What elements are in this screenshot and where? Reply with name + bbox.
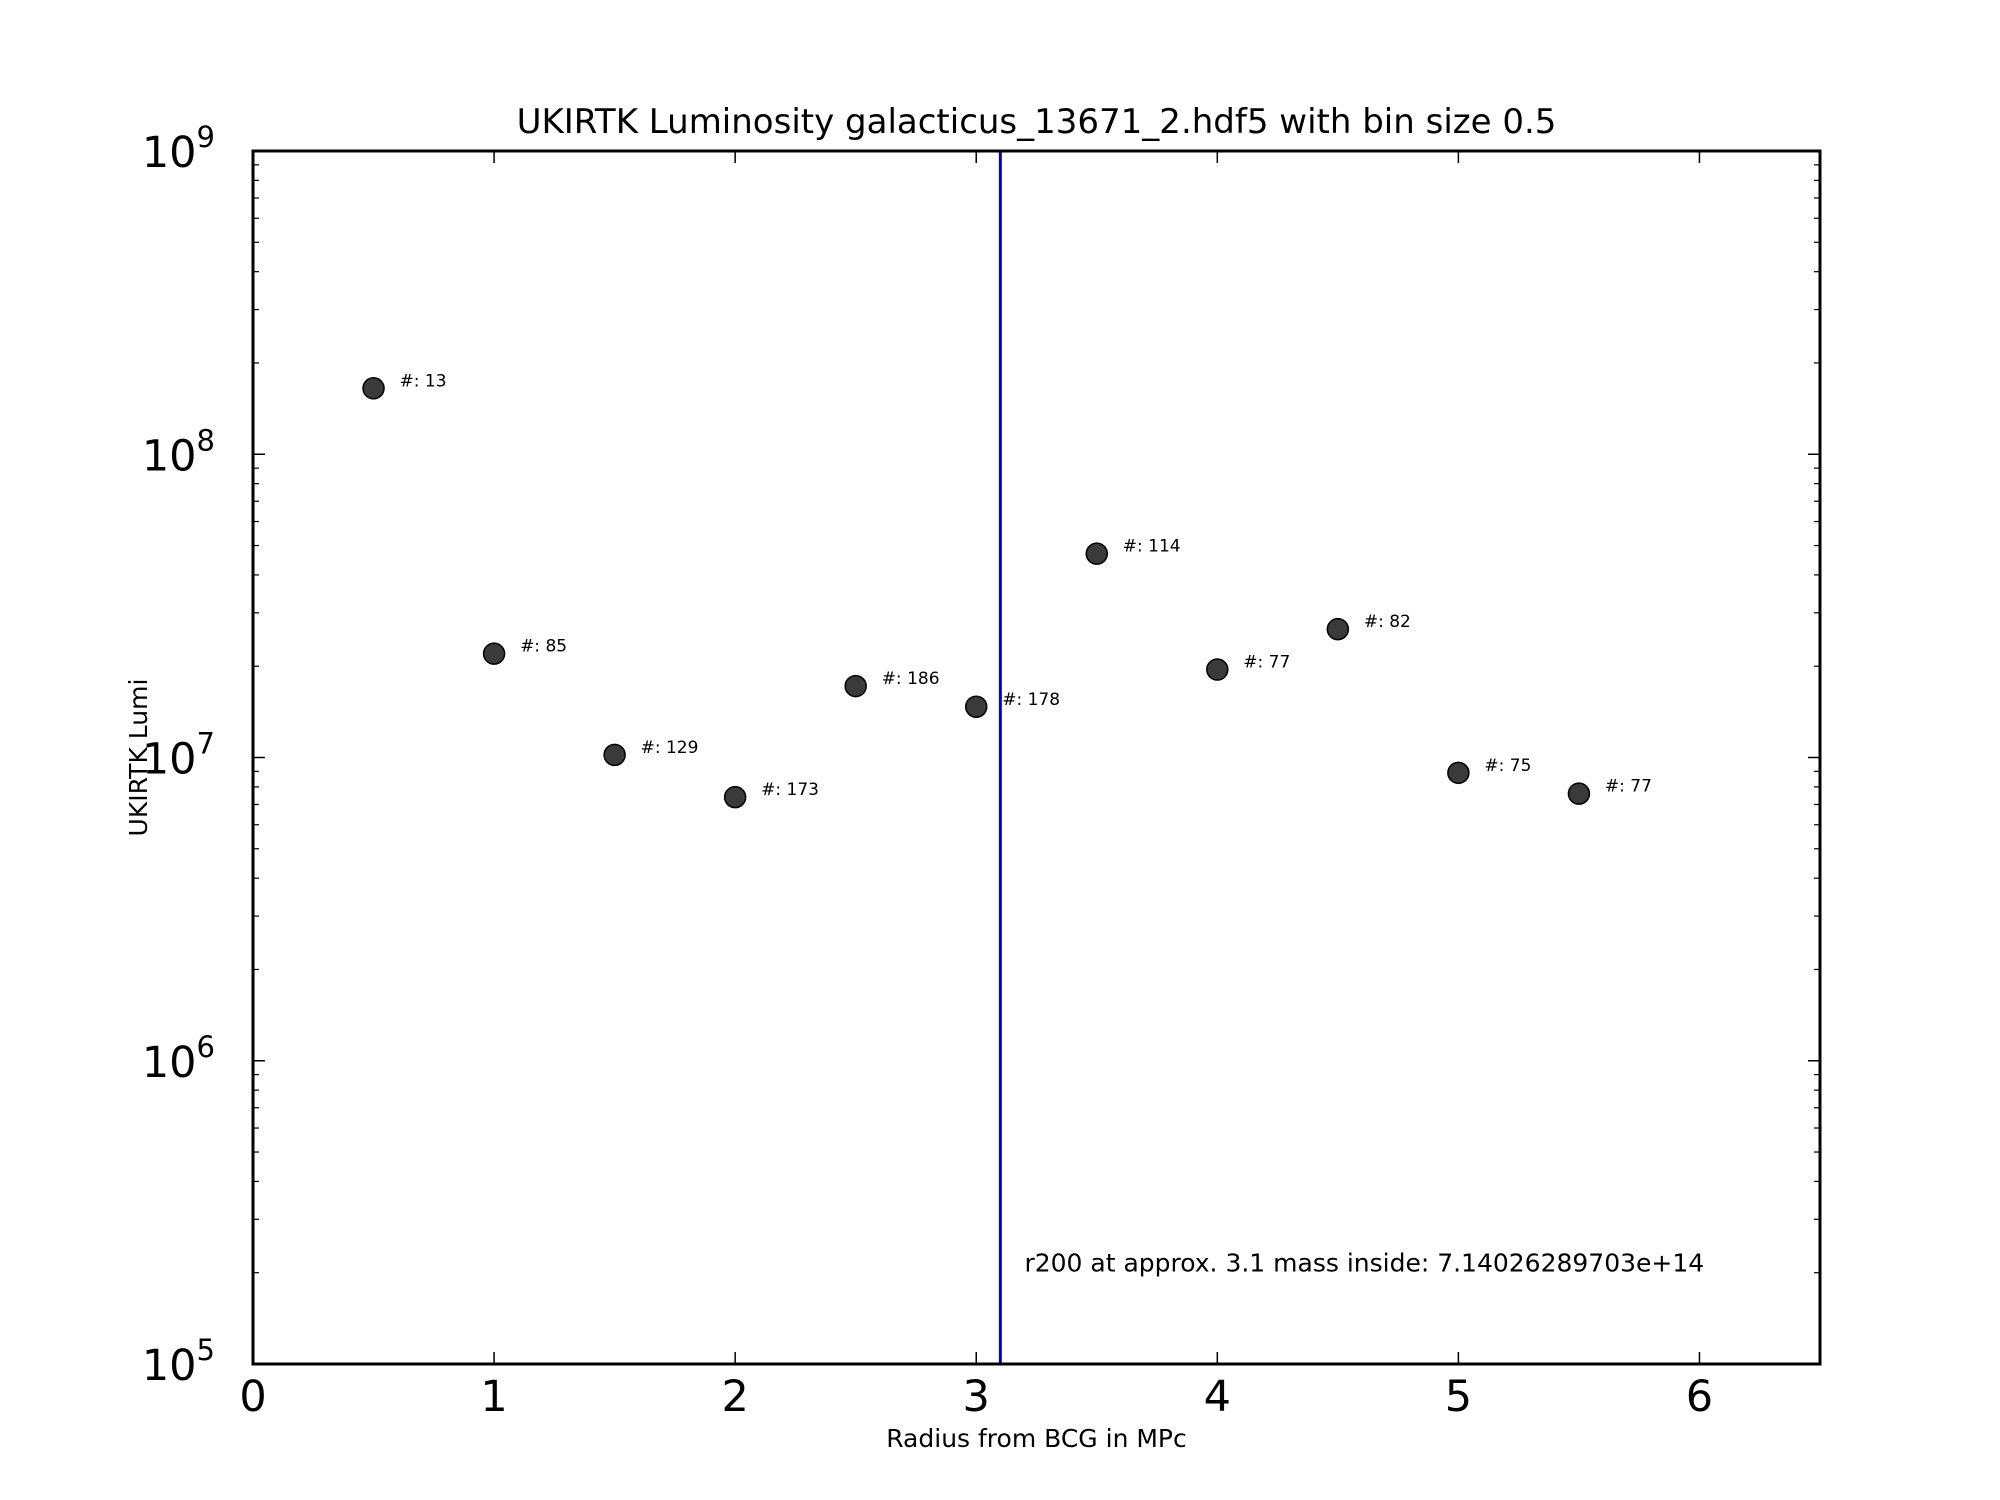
data-point (844, 674, 867, 698)
data-point (723, 785, 747, 809)
data-point (1206, 658, 1229, 681)
data-point (1085, 542, 1109, 565)
y-tick-label: 106 (142, 1030, 215, 1088)
data-points (362, 377, 1591, 809)
y-tick-label: 105 (142, 1333, 215, 1391)
y-axis-label: UKIRTK Lumi (124, 679, 153, 837)
y-tick-label: 109 (142, 120, 215, 178)
x-tick-labels: 0 1 2 3 4 5 6 (239, 1372, 1713, 1422)
point-label: #: 186 (882, 669, 940, 689)
point-label: #: 13 (400, 371, 447, 391)
x-tick-label: 6 (1686, 1372, 1713, 1422)
x-tick-label: 5 (1445, 1372, 1472, 1422)
y-tick-label: 107 (142, 727, 215, 785)
data-point (1567, 782, 1591, 805)
data-point (482, 642, 506, 665)
data-point (1447, 761, 1470, 785)
major-ticks (252, 150, 1820, 1365)
chart-title: UKIRTK Luminosity galacticus_13671_2.hdf… (517, 102, 1557, 142)
x-tick-label: 0 (239, 1372, 266, 1422)
data-point (1326, 617, 1350, 641)
x-tick-label: 3 (963, 1372, 990, 1422)
plot-frame (251, 149, 1822, 1366)
x-tick-label: 1 (480, 1372, 507, 1422)
x-tick-label: 2 (721, 1372, 748, 1422)
r200-annotation: r200 at approx. 3.1 mass inside: 7.14026… (1024, 1249, 1704, 1278)
point-label: #: 114 (1123, 537, 1181, 557)
y-tick-labels: 105 106 107 108 109 (142, 120, 215, 1391)
data-point (362, 377, 385, 400)
point-labels: #: 13 #: 85 #: 129 #: 173 #: 186 #: 178 #: 114… (400, 371, 1652, 800)
minor-ticks (253, 164, 1820, 1274)
data-point (603, 743, 626, 767)
x-tick-label: 4 (1204, 1372, 1231, 1422)
point-label: #: 75 (1484, 756, 1531, 776)
data-point (964, 695, 988, 719)
point-label: #: 77 (1243, 653, 1290, 673)
point-label: #: 129 (641, 738, 699, 758)
y-tick-label: 108 (142, 423, 215, 481)
point-label: #: 173 (761, 780, 819, 800)
point-label: #: 82 (1364, 612, 1411, 632)
x-axis-label: Radius from BCG in MPc (886, 1424, 1187, 1453)
point-label: #: 85 (520, 637, 567, 657)
point-label: #: 178 (1002, 690, 1060, 710)
point-label: #: 77 (1605, 777, 1652, 797)
